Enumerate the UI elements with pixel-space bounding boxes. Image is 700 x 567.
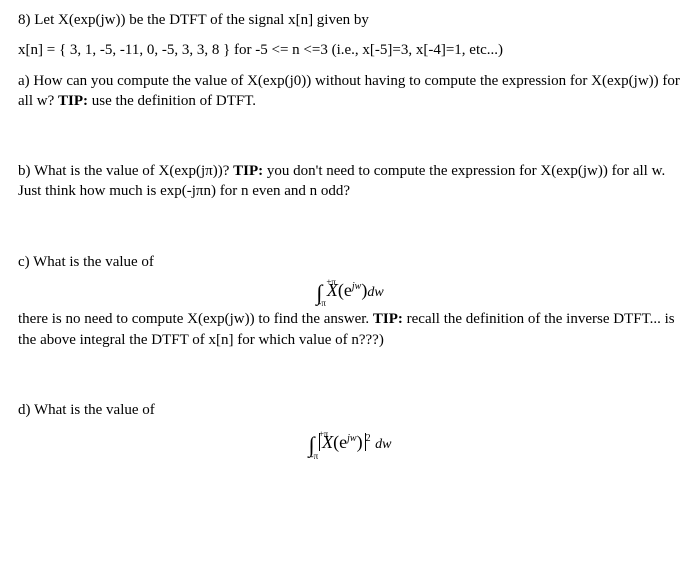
integrand-open: (e bbox=[338, 280, 352, 300]
part-a-label: a) bbox=[18, 73, 30, 89]
integral-lower: -π bbox=[318, 297, 326, 309]
integrand-open: (e bbox=[333, 432, 347, 452]
power-2: 2 bbox=[366, 433, 371, 444]
part-a-tip: use the definition of DTFT. bbox=[88, 93, 256, 109]
tip-label: TIP: bbox=[373, 311, 403, 327]
integral-upper: +π bbox=[319, 428, 329, 440]
integrand-dw: dw bbox=[375, 437, 391, 452]
part-d-integral: ∫ +π -π X(ejw)2 dw bbox=[18, 426, 682, 462]
part-d-label: d) bbox=[18, 402, 31, 418]
part-d-intro: d) What is the value of bbox=[18, 400, 682, 420]
sequence-definition: x[n] = { 3, 1, -5, -11, 0, -5, 3, 3, 8 }… bbox=[18, 40, 682, 60]
integral-lower: -π bbox=[311, 450, 319, 462]
part-a: a) How can you compute the value of X(ex… bbox=[18, 71, 682, 112]
tip-label: TIP: bbox=[233, 163, 263, 179]
part-c-text2: there is no need to compute X(exp(jw)) t… bbox=[18, 311, 373, 327]
integral-symbol: ∫ +π -π bbox=[309, 430, 315, 460]
part-c-explain: there is no need to compute X(exp(jw)) t… bbox=[18, 309, 682, 350]
part-b: b) What is the value of X(exp(jπ))? TIP:… bbox=[18, 161, 682, 202]
part-b-label: b) bbox=[18, 163, 31, 179]
part-c-integral: ∫ +π -π X(ejw)dw bbox=[18, 274, 682, 310]
integrand-exp: jw bbox=[347, 433, 356, 444]
integral-upper: +π bbox=[326, 276, 336, 288]
part-c-label: c) bbox=[18, 254, 30, 270]
tip-label: TIP: bbox=[58, 93, 88, 109]
sequence-text: x[n] = { 3, 1, -5, -11, 0, -5, 3, 3, 8 }… bbox=[18, 42, 503, 58]
integrand-exp: jw bbox=[352, 281, 361, 292]
intro-text: Let X(exp(jw)) be the DTFT of the signal… bbox=[34, 12, 369, 28]
integrand-close: ) bbox=[357, 432, 363, 452]
part-c-intro: c) What is the value of bbox=[18, 252, 682, 272]
document-page: 8) Let X(exp(jw)) be the DTFT of the sig… bbox=[0, 0, 700, 472]
integral-symbol: ∫ +π -π bbox=[316, 278, 322, 308]
part-d-text1: What is the value of bbox=[34, 402, 155, 418]
part-b-text: What is the value of X(exp(jπ))? bbox=[34, 163, 233, 179]
question-intro: 8) Let X(exp(jw)) be the DTFT of the sig… bbox=[18, 10, 682, 30]
integrand-dw: dw bbox=[367, 285, 383, 300]
question-number: 8) bbox=[18, 12, 31, 28]
part-c-text1: What is the value of bbox=[33, 254, 154, 270]
